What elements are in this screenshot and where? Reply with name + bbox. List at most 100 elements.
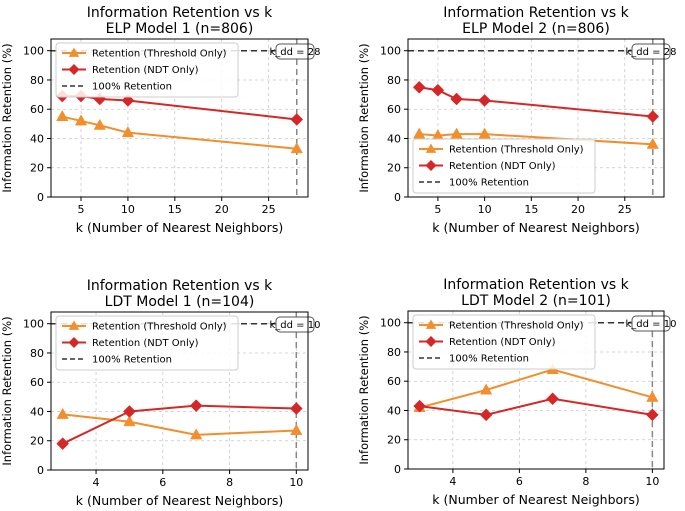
legend-label-reference: 100% Retention <box>92 82 172 93</box>
y-tick-label: 0 <box>394 463 401 476</box>
data-point-ndt <box>413 399 426 413</box>
x-tick-label: 4 <box>449 475 456 488</box>
legend-label-reference: 100% Retention <box>92 355 172 366</box>
y-tick-label: 40 <box>387 132 401 145</box>
data-point-ndt <box>646 408 659 422</box>
y-tick-label: 80 <box>30 74 44 87</box>
y-tick-label: 60 <box>387 103 401 116</box>
series-line-ndt <box>419 397 653 416</box>
data-point-threshold <box>478 127 491 139</box>
y-tick-label: 40 <box>30 405 44 418</box>
data-point-threshold <box>290 142 303 154</box>
data-point-ndt <box>189 399 203 412</box>
data-point-threshold <box>646 137 659 149</box>
legend-box <box>412 138 596 194</box>
y-tick-label: 20 <box>30 435 44 448</box>
axes-frame <box>50 311 309 471</box>
data-point-threshold <box>93 118 106 130</box>
chart-title: Information Retention vs k <box>443 5 629 21</box>
y-tick-label: 100 <box>23 45 44 58</box>
data-point-threshold <box>56 407 69 419</box>
legend-box <box>55 315 239 371</box>
legend-marker-threshold <box>68 47 80 57</box>
legend-marker-threshold <box>425 143 437 153</box>
data-point-ndt <box>478 94 491 107</box>
series-line-ndt <box>62 404 297 445</box>
y-tick-label: 0 <box>37 191 44 204</box>
y-axis-label: Information Retention (%) <box>0 316 14 465</box>
chart-title: Information Retention vs k <box>87 5 273 21</box>
data-point-threshold <box>74 114 88 126</box>
x-tick-label: 4 <box>93 476 100 489</box>
legend: Retention (Threshold Only) Retention (NDT… <box>412 138 596 194</box>
x-tick-label: 8 <box>226 476 233 489</box>
x-tick-label: 10 <box>478 203 492 216</box>
axes-frame <box>407 38 665 198</box>
x-tick-label: 20 <box>571 203 585 216</box>
legend-label-ndt: Retention (NDT Only) <box>92 338 199 349</box>
data-point-threshold <box>290 423 303 435</box>
k-dd-label-box <box>275 43 315 60</box>
x-axis-label: k (Number of Nearest Neighbors) <box>76 493 283 508</box>
x-tick-label: 15 <box>524 203 538 216</box>
y-tick-label: 80 <box>387 346 401 359</box>
k-dd-label-box <box>631 43 671 60</box>
legend-marker-threshold <box>425 319 437 329</box>
y-tick-label: 80 <box>387 74 401 87</box>
y-axis-label: Information Retention (%) <box>357 43 371 192</box>
legend-label-reference: 100% Retention <box>449 178 529 189</box>
data-point-ndt <box>546 392 559 406</box>
legend-marker-ndt <box>68 64 80 75</box>
y-tick-label: 100 <box>380 317 401 330</box>
data-point-ndt <box>646 110 660 123</box>
data-point-ndt <box>290 113 304 126</box>
x-axis-label: k (Number of Nearest Neighbors) <box>432 220 639 235</box>
x-tick-label: 10 <box>645 475 659 488</box>
data-point-threshold <box>121 126 135 138</box>
data-point-threshold <box>413 127 426 139</box>
y-tick-label: 60 <box>30 103 44 116</box>
legend-label-ndt: Retention (NDT Only) <box>449 161 556 172</box>
legend-marker-threshold <box>68 320 80 330</box>
x-axis-label: k (Number of Nearest Neighbors) <box>432 492 639 507</box>
chart-subtitle: LDT Model 1 (n=104) <box>105 294 255 310</box>
legend: Retention (Threshold Only) Retention (NDT… <box>412 314 596 370</box>
k-dd-label-box <box>275 316 315 333</box>
data-point-ndt <box>123 405 136 418</box>
data-point-threshold <box>190 428 203 440</box>
legend-label-threshold: Retention (Threshold Only) <box>92 322 227 333</box>
k-dd-label: k_dd = 10 <box>626 319 677 330</box>
y-tick-label: 0 <box>394 191 401 204</box>
legend-marker-ndt <box>425 336 437 347</box>
x-tick-label: 25 <box>262 203 276 216</box>
y-tick-label: 20 <box>30 162 44 175</box>
data-point-threshold <box>480 383 493 395</box>
data-point-threshold <box>450 127 463 139</box>
k-dd-label: k_dd = 28 <box>270 47 321 58</box>
chart-title: Information Retention vs k <box>443 277 629 293</box>
y-tick-label: 60 <box>387 375 401 388</box>
x-tick-label: 5 <box>78 203 85 216</box>
y-tick-label: 60 <box>30 376 44 389</box>
x-tick-label: 10 <box>121 203 135 216</box>
legend-label-ndt: Retention (NDT Only) <box>92 65 199 76</box>
data-point-ndt <box>56 437 70 451</box>
series-line-threshold <box>62 413 297 436</box>
chart-subtitle: ELP Model 1 (n=806) <box>106 21 254 37</box>
series-line-threshold <box>62 115 297 150</box>
legend-label-threshold: Retention (Threshold Only) <box>92 49 227 60</box>
x-tick-label: 6 <box>516 475 523 488</box>
k-dd-label-box <box>631 315 671 332</box>
legend-label-threshold: Retention (Threshold Only) <box>449 321 584 332</box>
x-tick-label: 8 <box>582 475 589 488</box>
y-tick-label: 40 <box>30 132 44 145</box>
data-point-ndt <box>479 408 493 422</box>
legend-label-reference: 100% Retention <box>449 354 529 365</box>
y-tick-label: 80 <box>30 347 44 360</box>
k-dd-label: k_dd = 28 <box>626 47 677 58</box>
y-tick-label: 100 <box>23 318 44 331</box>
legend-marker-ndt <box>425 160 437 171</box>
